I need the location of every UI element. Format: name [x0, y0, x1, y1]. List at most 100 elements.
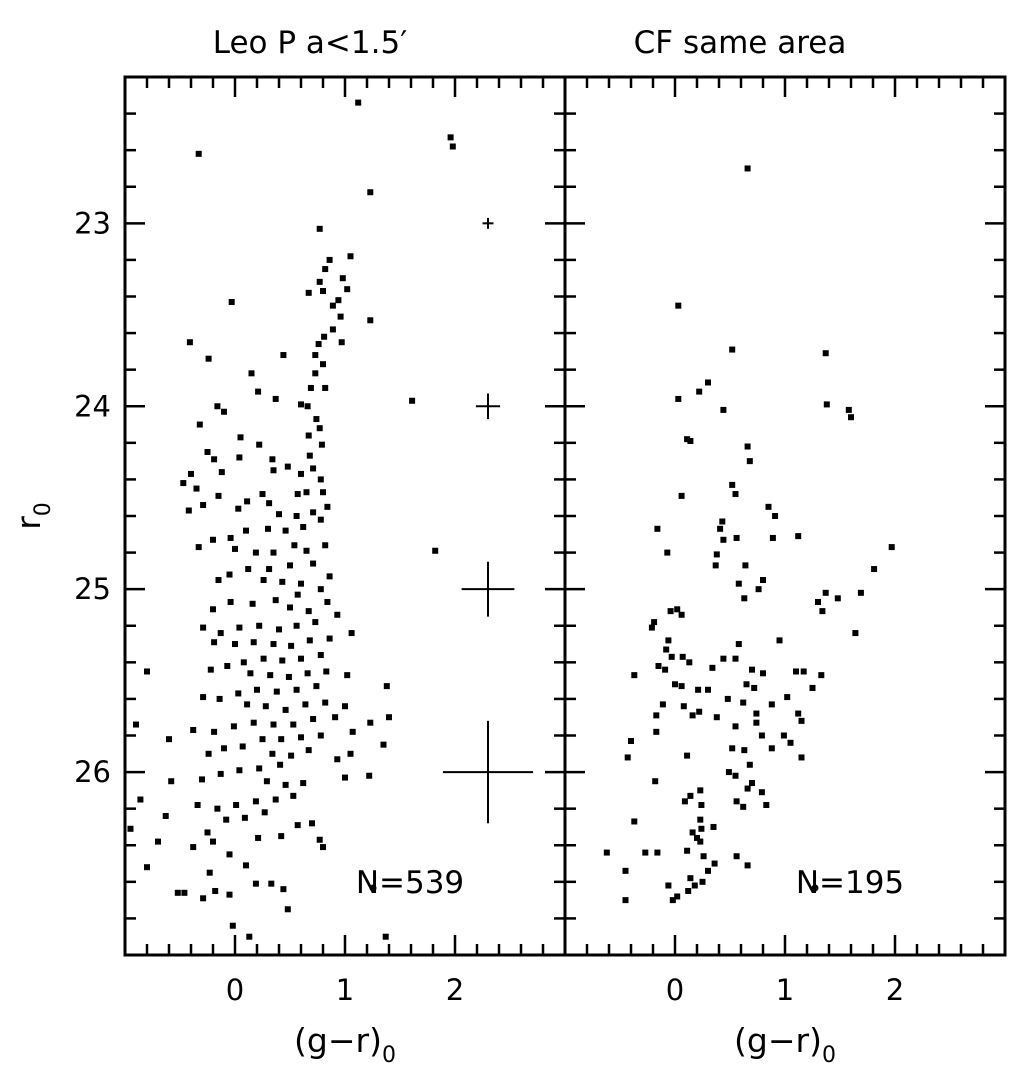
data-point	[302, 701, 309, 708]
data-point	[310, 509, 317, 516]
data-point	[732, 772, 739, 779]
data-point	[705, 379, 711, 386]
data-point	[322, 542, 329, 549]
data-point	[675, 302, 682, 309]
data-point	[342, 774, 348, 781]
data-point	[698, 825, 705, 832]
data-point	[144, 668, 150, 675]
data-point	[367, 317, 374, 324]
data-point	[320, 844, 326, 851]
data-point	[246, 933, 253, 940]
data-point	[710, 823, 717, 830]
left-count-symbol: N	[356, 865, 379, 901]
data-point	[205, 750, 212, 757]
data-point	[800, 668, 807, 675]
data-point	[200, 624, 207, 631]
data-point	[269, 750, 276, 757]
data-point	[653, 712, 660, 719]
data-point	[181, 889, 188, 896]
data-point	[366, 772, 373, 779]
data-point	[223, 816, 230, 823]
data-point	[729, 481, 736, 488]
right-tick-labels: 0 1 2	[666, 973, 904, 1007]
right-x-axis-label-main: (g−r)	[734, 1021, 822, 1060]
data-point	[691, 882, 698, 889]
data-point	[845, 406, 852, 413]
data-point	[732, 655, 739, 662]
data-point	[784, 694, 791, 701]
data-point	[196, 421, 203, 428]
data-point	[247, 670, 254, 677]
left-y-tick-label: 25	[74, 572, 111, 606]
data-point	[742, 562, 749, 569]
data-point	[355, 99, 362, 106]
data-point	[669, 897, 676, 904]
data-point	[695, 686, 702, 693]
left-y-tick-label: 26	[74, 755, 111, 789]
left-x-tick-label: 0	[226, 973, 244, 1007]
right-plot-frame	[563, 75, 1007, 957]
data-point	[252, 549, 259, 556]
data-point	[305, 289, 312, 296]
data-point	[687, 875, 694, 882]
data-point	[243, 862, 249, 869]
data-point	[221, 745, 227, 752]
data-point	[744, 785, 751, 792]
data-point	[687, 438, 694, 445]
data-point	[795, 533, 802, 540]
data-point	[733, 798, 740, 805]
data-point	[603, 849, 610, 856]
right-points	[603, 165, 895, 904]
data-point	[334, 611, 341, 618]
data-point	[317, 516, 324, 523]
error-bar	[442, 720, 534, 824]
data-point	[681, 798, 688, 805]
data-point	[250, 719, 257, 726]
data-point	[168, 778, 175, 785]
data-point	[310, 465, 317, 472]
right-count-dot	[811, 884, 819, 892]
data-point	[268, 880, 275, 887]
data-point	[137, 796, 144, 803]
data-point	[655, 662, 662, 669]
data-point	[316, 836, 323, 843]
data-point	[654, 849, 661, 856]
data-point	[293, 686, 300, 693]
error-bar	[482, 217, 494, 229]
data-point	[663, 646, 670, 653]
data-point	[432, 547, 439, 554]
data-point	[205, 355, 212, 362]
data-point	[200, 502, 207, 509]
data-point	[768, 745, 775, 752]
data-point	[226, 571, 233, 578]
data-point	[224, 662, 231, 669]
data-point	[652, 778, 659, 785]
data-point	[270, 721, 277, 728]
data-point	[266, 566, 273, 573]
data-point	[733, 534, 740, 541]
data-point	[309, 820, 315, 827]
data-point	[263, 778, 270, 785]
data-point	[237, 434, 244, 441]
data-point	[200, 895, 207, 902]
data-point	[642, 849, 649, 856]
data-point	[735, 580, 742, 587]
data-point	[758, 789, 765, 796]
data-point	[744, 862, 751, 869]
data-point	[744, 443, 751, 450]
data-point	[689, 712, 696, 719]
data-point	[185, 507, 192, 514]
data-point	[699, 878, 706, 885]
data-point	[668, 653, 675, 660]
data-point	[298, 401, 304, 408]
data-point	[665, 882, 672, 889]
data-point	[795, 710, 802, 717]
data-point	[195, 544, 202, 551]
data-point	[216, 695, 223, 702]
data-point	[217, 770, 224, 777]
data-point	[348, 630, 355, 637]
data-point	[305, 608, 312, 615]
data-point	[686, 659, 693, 666]
data-point	[822, 589, 829, 596]
data-point	[819, 608, 826, 615]
